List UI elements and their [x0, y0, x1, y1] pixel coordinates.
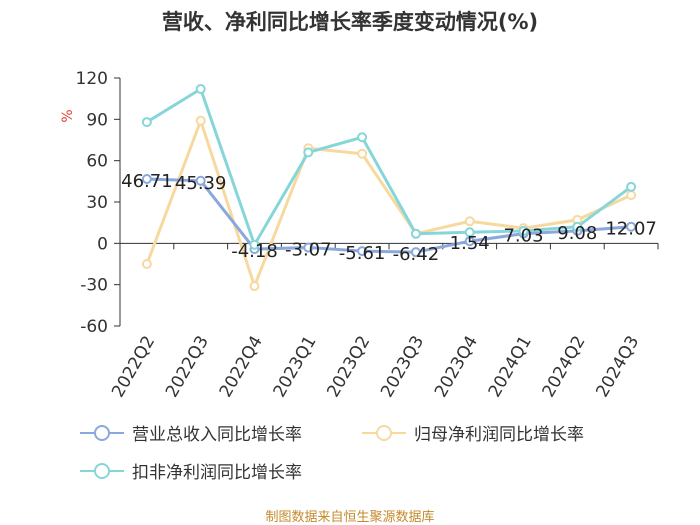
x-tick-label: 2022Q2 — [108, 333, 159, 401]
x-tick-label: 2022Q3 — [162, 333, 213, 401]
x-tick-label: 2023Q4 — [431, 333, 482, 401]
series-line-0 — [146, 177, 632, 254]
data-labels-layer: 46.71 45.39 -4.18 -3.07 -5.61 -6.42 1.54 7.03 9.… — [121, 171, 657, 265]
data-point-1-0 — [141, 259, 152, 269]
data-label: 9.08 — [557, 223, 597, 244]
x-tick-label: 2023Q1 — [270, 333, 321, 401]
data-point-2-0 — [141, 117, 152, 128]
legend-item-deducted-profit[interactable]: 扣非净利润同比增长率 — [80, 458, 302, 483]
x-tick-label: 2024Q2 — [539, 333, 590, 401]
legend-item-net-profit[interactable]: 归母净利润同比增长率 — [362, 420, 584, 445]
series-line-2 — [146, 86, 632, 249]
data-point-2-2 — [249, 239, 260, 250]
data-point-1-1 — [195, 115, 206, 126]
data-source-note: 制图数据来自恒生聚源数据库 — [265, 510, 435, 525]
y-tick-label: 30 — [86, 193, 108, 213]
data-point-2-5 — [410, 228, 421, 239]
data-point-2-4 — [357, 132, 368, 143]
data-point-2-3 — [303, 147, 314, 158]
y-tick-label: 120 — [76, 69, 108, 89]
data-point-1-4 — [357, 148, 368, 159]
series-line-1 — [145, 116, 632, 291]
y-tick-label: -60 — [80, 317, 108, 337]
y-tick-label: 60 — [86, 152, 108, 172]
legend-marker-net-profit — [362, 424, 406, 441]
legend-item-revenue[interactable]: 营业总收入同比增长率 — [80, 420, 302, 445]
series-layer — [141, 84, 637, 292]
x-tick-label: 2022Q4 — [216, 333, 267, 401]
data-label: -6.42 — [393, 244, 440, 265]
y-axis-unit-label: % — [60, 109, 76, 122]
x-tick-label: 2024Q1 — [485, 333, 536, 401]
data-point-0-9 — [626, 221, 637, 232]
data-point-0-1 — [195, 175, 206, 186]
data-point-1-9 — [626, 190, 637, 201]
data-label: 12.07 — [605, 219, 657, 240]
data-point-2-7 — [518, 225, 529, 236]
data-label: -3.07 — [285, 240, 332, 261]
legend-label-net-profit: 归母净利润同比增长率 — [414, 425, 584, 445]
data-point-2-9 — [626, 181, 637, 192]
data-point-0-4 — [357, 246, 368, 257]
data-point-0-3 — [303, 242, 314, 253]
x-tick-label: 2024Q3 — [592, 333, 643, 401]
data-point-0-0 — [141, 173, 152, 184]
x-tick-label: 2023Q2 — [323, 333, 374, 401]
legend-marker-revenue — [80, 424, 124, 441]
legend-label-revenue: 营业总收入同比增长率 — [132, 425, 302, 445]
data-point-0-5 — [410, 247, 421, 258]
chart-title: 营收、净利同比增长率季度变动情况(%) — [161, 10, 539, 34]
data-point-1-6 — [464, 216, 475, 227]
data-label: -4.18 — [231, 241, 278, 262]
x-tick-label: 2023Q3 — [377, 333, 428, 401]
data-point-2-1 — [195, 84, 206, 95]
data-label: 46.71 — [121, 171, 173, 192]
data-point-1-2 — [249, 281, 260, 292]
data-label: 7.03 — [503, 226, 543, 247]
legend-marker-deducted-profit — [80, 462, 124, 479]
legend-label-deducted-profit: 扣非净利润同比增长率 — [132, 463, 302, 483]
data-label: 1.54 — [450, 233, 490, 254]
y-tick-label: 0 — [97, 234, 108, 254]
data-label: 45.39 — [175, 173, 227, 194]
y-tick-label: -30 — [80, 276, 108, 296]
y-tick-label: 90 — [86, 110, 108, 130]
data-point-2-6 — [464, 227, 475, 238]
data-label: -5.61 — [339, 243, 386, 264]
data-point-2-8 — [572, 221, 583, 232]
